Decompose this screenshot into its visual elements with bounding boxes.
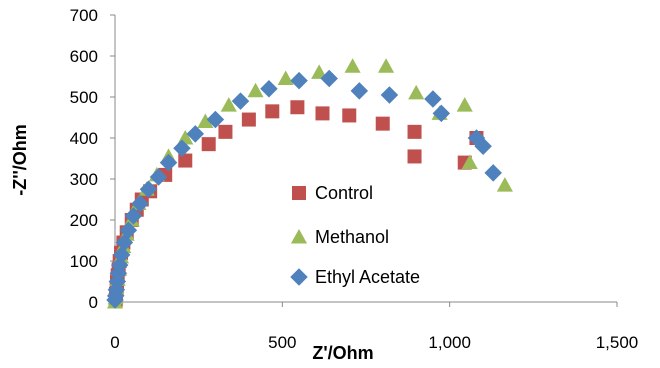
x-tick-label: 0 <box>110 333 119 352</box>
data-point-methanol <box>277 70 294 85</box>
data-point-ethyl-acetate <box>186 125 205 143</box>
y-tick-label: 300 <box>70 170 98 189</box>
data-point-ethyl-acetate <box>484 164 502 182</box>
data-point-ethyl-acetate <box>350 82 369 100</box>
data-point-ethyl-acetate <box>380 86 399 104</box>
data-point-ethyl-acetate <box>139 180 158 198</box>
y-tick-label: 0 <box>89 293 98 312</box>
data-point-methanol <box>456 97 473 112</box>
legend-marker-ethyl-acetate <box>290 268 308 286</box>
series-methanol <box>106 58 513 309</box>
data-point-ethyl-acetate <box>231 92 250 110</box>
data-point-ethyl-acetate <box>206 110 225 129</box>
data-point-ethyl-acetate <box>173 139 191 157</box>
y-tick-label: 700 <box>70 6 98 25</box>
y-tick-label: 500 <box>70 88 98 107</box>
y-tick-label: 600 <box>70 47 98 66</box>
data-point-methanol <box>311 64 328 79</box>
x-tick-label: 1,000 <box>428 333 471 352</box>
data-point-ethyl-acetate <box>112 246 131 264</box>
y-axis-title: -Z''/Ohm <box>10 124 30 196</box>
y-axis-ticks: 0 100 200 300 400 500 600 700 <box>70 6 115 312</box>
data-point-control <box>201 137 216 152</box>
data-point-ethyl-acetate <box>290 71 308 90</box>
data-point-methanol <box>378 58 395 73</box>
data-point-ethyl-acetate <box>149 168 168 186</box>
data-point-methanol <box>220 97 237 112</box>
y-tick-label: 400 <box>70 129 98 148</box>
data-markers <box>106 58 513 309</box>
data-point-control <box>342 108 357 123</box>
data-point-ethyl-acetate <box>131 194 149 213</box>
data-point-methanol <box>461 154 478 170</box>
data-point-ethyl-acetate <box>320 69 338 88</box>
y-tick-label: 100 <box>70 252 98 271</box>
data-point-control <box>265 104 280 119</box>
data-point-control <box>290 100 305 115</box>
data-point-control <box>375 116 390 131</box>
data-point-methanol <box>496 177 513 192</box>
x-axis-ticks: 0 500 1,000 1,500 <box>110 302 638 352</box>
data-point-ethyl-acetate <box>119 221 138 239</box>
data-point-control <box>178 153 193 168</box>
data-point-control <box>218 124 233 139</box>
y-tick-label: 200 <box>70 211 98 230</box>
data-point-ethyl-acetate <box>159 153 178 172</box>
x-axis-title: Z'/Ohm <box>312 343 373 363</box>
legend-label-control: Control <box>315 183 373 203</box>
x-tick-label: 1,500 <box>596 333 639 352</box>
data-point-methanol <box>408 84 425 100</box>
data-point-ethyl-acetate <box>124 207 143 225</box>
series-ethyl-acetate <box>106 69 502 309</box>
data-point-methanol <box>344 58 361 73</box>
data-point-ethyl-acetate <box>260 80 278 98</box>
data-point-control <box>407 124 422 139</box>
data-point-methanol <box>197 113 214 129</box>
data-point-ethyl-acetate <box>474 137 492 155</box>
legend-marker-methanol <box>290 228 308 244</box>
legend: Control Methanol Ethyl Acetate <box>290 183 420 287</box>
data-point-methanol <box>247 82 264 98</box>
legend-label-ethyl-acetate: Ethyl Acetate <box>315 267 420 287</box>
data-point-control <box>241 112 256 127</box>
data-point-ethyl-acetate <box>424 90 442 108</box>
x-tick-label: 500 <box>268 333 296 352</box>
legend-label-methanol: Methanol <box>315 227 389 247</box>
data-point-control <box>407 149 422 164</box>
legend-marker-control <box>292 186 306 200</box>
data-point-control <box>315 106 330 121</box>
data-point-ethyl-acetate <box>432 104 451 123</box>
